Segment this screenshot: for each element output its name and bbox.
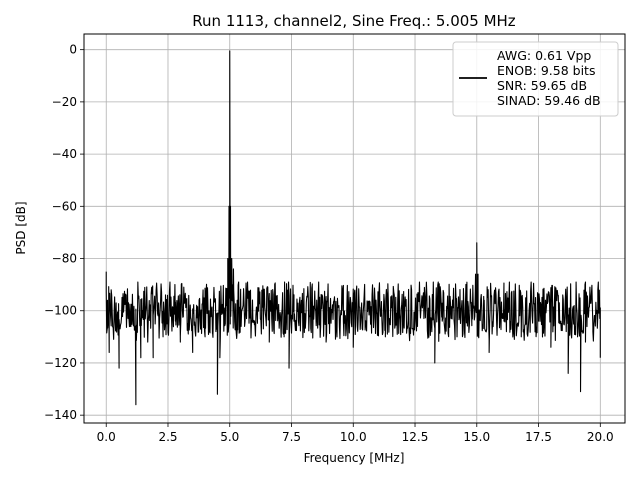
legend-box (452, 41, 619, 117)
legend-entry-snr: SNR: 59.65 dB (497, 78, 587, 93)
y-tick-label: −60 (52, 199, 77, 213)
x-tick-label: 7.5 (282, 430, 301, 444)
plot-frame (83, 33, 626, 424)
x-tick-label: 20.0 (587, 430, 614, 444)
x-tick-label: 2.5 (158, 430, 177, 444)
x-tick-label: 5.0 (220, 430, 239, 444)
x-axis-label: Frequency [MHz] (304, 451, 405, 465)
y-axis-label: PSD [dB] (14, 201, 28, 254)
y-tick-label: −140 (44, 408, 77, 422)
y-tick-label: −20 (52, 95, 77, 109)
chart-title: Run 1113, channel2, Sine Freq.: 5.005 MH… (192, 12, 516, 30)
x-tick-label: 17.5 (525, 430, 552, 444)
x-axis-ticks: 0.0 2.5 5.0 7.5 10.0 12.5 15.0 17.5 20.0 (97, 423, 614, 444)
legend-entry-sinad: SINAD: 59.46 dB (497, 93, 601, 108)
y-tick-label: −100 (44, 304, 77, 318)
x-tick-label: 0.0 (97, 430, 116, 444)
y-tick-label: −80 (52, 252, 77, 266)
y-tick-label: 0 (69, 43, 77, 57)
legend-entry-awg: AWG: 0.61 Vpp (497, 48, 591, 63)
x-tick-label: 10.0 (340, 430, 367, 444)
y-tick-label: −40 (52, 147, 77, 161)
legend-entry-enob: ENOB: 9.58 bits (497, 63, 595, 78)
x-tick-label: 15.0 (463, 430, 490, 444)
x-tick-label: 12.5 (402, 430, 429, 444)
series-layer (105, 50, 601, 406)
legend: AWG: 0.61 Vpp ENOB: 9.58 bits SNR: 59.65… (452, 41, 619, 117)
y-axis-ticks: 0 −20 −40 −60 −80 −100 −120 −140 (44, 43, 84, 422)
y-tick-label: −120 (44, 356, 77, 370)
psd-series-line (105, 50, 601, 406)
